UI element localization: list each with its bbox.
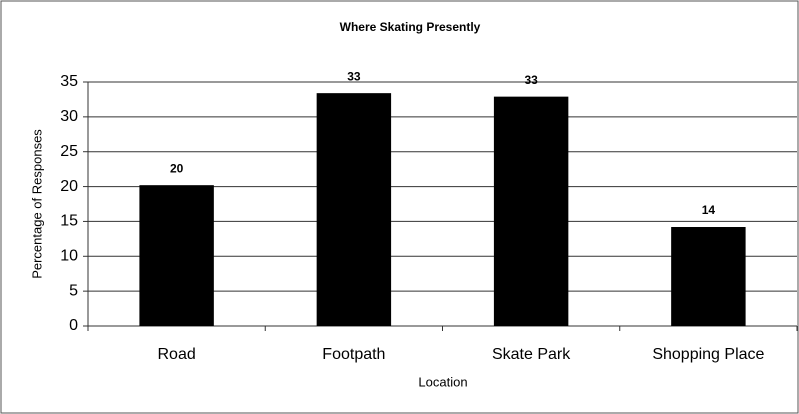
bar xyxy=(316,93,392,326)
bar xyxy=(671,227,746,326)
y-tick-label: 5 xyxy=(69,282,78,299)
y-tick-label: 25 xyxy=(60,143,78,160)
y-tick-label: 20 xyxy=(60,178,78,195)
data-label: 33 xyxy=(524,73,538,87)
y-tick-label: 15 xyxy=(60,213,78,230)
bar xyxy=(139,185,214,326)
y-tick-label: 30 xyxy=(60,108,78,125)
x-tick-label: Footpath xyxy=(322,346,385,363)
data-label: 20 xyxy=(170,161,184,175)
x-tick-label: Shopping Place xyxy=(652,346,764,363)
y-axis-label: Percentage of Responses xyxy=(29,129,44,279)
x-tick-label: Road xyxy=(158,346,196,363)
y-tick-label: 0 xyxy=(69,317,78,334)
x-axis-label: Location xyxy=(418,374,467,389)
chart-title: Where Skating Presently xyxy=(340,20,481,34)
y-tick-label: 35 xyxy=(60,73,78,90)
bar xyxy=(493,96,569,326)
data-label: 33 xyxy=(347,69,361,83)
data-label: 14 xyxy=(702,203,716,217)
y-tick-label: 10 xyxy=(60,248,78,265)
x-tick-label: Skate Park xyxy=(492,346,571,363)
